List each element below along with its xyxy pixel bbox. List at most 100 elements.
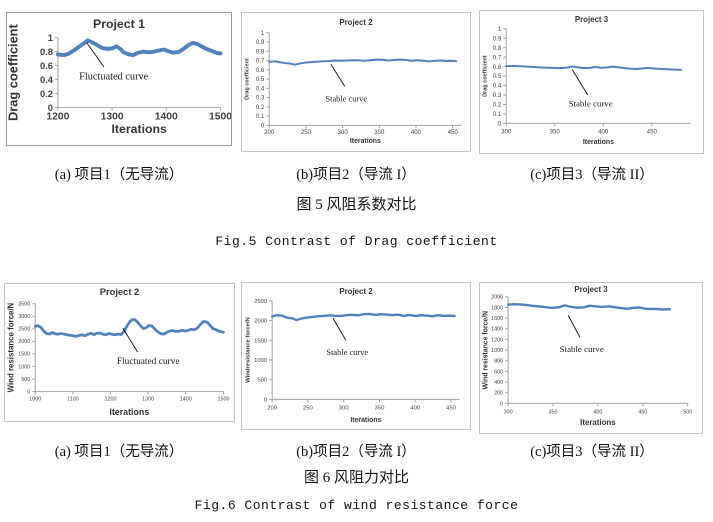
x-axis-title: Iterations <box>350 138 381 145</box>
x-tick-label: 300 <box>504 409 513 415</box>
y-tick-label: 0.7 <box>256 58 265 65</box>
chart-canvas: 0 0.2 0.4 0.6 0.8 1 1200 1300 1400 1500 Project 1 D… <box>7 17 231 136</box>
y-tick-label: 1800 <box>491 305 503 311</box>
y-tick-label: 1 <box>498 26 502 33</box>
chart-canvas: 0 0.1 0.2 0.3 0.4 0.5 0.6 0.7 0.8 0.9 1 200 250 300 35… <box>245 18 462 145</box>
y-tick-label: 0.8 <box>493 45 502 52</box>
chart-fig5-project1-drag: 0 0.2 0.4 0.6 0.8 1 1200 1300 1400 1500 Project 1 D… <box>6 12 232 146</box>
y-tick-label: 0.9 <box>493 35 502 42</box>
y-tick-label: 2000 <box>18 339 30 345</box>
y-tick-label: 400 <box>494 380 503 386</box>
y-tick-label: 0.4 <box>493 83 502 90</box>
chart-fig6-project2-force: 0 500 1000 1500 2000 2500 200 250 300 350 400 450 Pr… <box>241 282 471 430</box>
y-tick-label: 0.2 <box>40 89 53 99</box>
x-tick-label: 1400 <box>180 396 192 402</box>
figure5-caption-en: Fig.5 Contrast of Drag coefficient <box>215 234 498 249</box>
x-tick-label: 350 <box>375 405 386 411</box>
x-tick-label: 250 <box>303 405 314 411</box>
data-curve <box>506 303 671 311</box>
y-tick-label: 3500 <box>18 302 30 308</box>
x-tick-label: 1500 <box>217 396 229 402</box>
y-axis-title: Drag coefficient <box>482 55 488 97</box>
x-axis-title: Iterations <box>583 139 614 146</box>
chart-title: Project 3 <box>575 15 609 24</box>
y-tick-label: 1 <box>261 30 265 37</box>
x-tick-label: 300 <box>339 405 350 411</box>
x-axis-title: Iterations <box>109 407 149 417</box>
data-curve <box>505 64 682 71</box>
y-tick-label: 0.4 <box>40 75 54 85</box>
x-tick-label: 1200 <box>46 111 69 122</box>
x-tick-label: 350 <box>374 129 385 136</box>
y-tick-label: 0.1 <box>493 111 502 118</box>
data-curve <box>33 318 225 338</box>
x-tick-label: 1200 <box>105 396 117 402</box>
annotation-label: Fluctuated curve <box>79 72 149 83</box>
chart-title: Project 1 <box>93 17 145 31</box>
x-tick-label: 450 <box>638 409 647 415</box>
x-tick-label: 350 <box>548 409 557 415</box>
x-tick-label: 200 <box>264 129 275 136</box>
y-tick-label: 1500 <box>254 338 268 344</box>
chart-canvas: 0 500 1000 1500 2000 2500 3000 3500 1000 1100 1200… <box>7 287 230 417</box>
y-tick-label: 0.6 <box>493 64 502 71</box>
y-tick-label: 2000 <box>491 295 503 301</box>
x-tick-label: 1400 <box>155 111 178 122</box>
annotation-line <box>571 69 589 96</box>
x-tick-label: 1300 <box>142 396 154 402</box>
annotation-line <box>122 328 139 353</box>
y-tick-label: 0 <box>498 121 502 128</box>
x-tick-label: 400 <box>411 129 422 136</box>
y-tick-label: 0 <box>48 103 53 113</box>
y-tick-label: 500 <box>21 377 30 383</box>
y-tick-label: 0.6 <box>40 61 53 71</box>
y-axis-title: Wind resistance force/N <box>482 311 489 389</box>
y-tick-label: 0.2 <box>493 102 502 109</box>
annotation-label: Stable curve <box>326 348 368 357</box>
subcaption-fig6-c: (c)项目3（导流 II） <box>530 444 654 460</box>
y-tick-label: 1000 <box>491 348 503 354</box>
subcaption-fig5-c: (c)项目3（导流 II） <box>530 167 654 183</box>
x-tick-label: 300 <box>501 128 512 135</box>
x-tick-label: 300 <box>338 129 349 136</box>
chart-fig5-project2-drag: 0 0.1 0.2 0.3 0.4 0.5 0.6 0.7 0.8 0.9 1 200 250 300 35… <box>241 12 471 152</box>
x-axis-title: Iterations <box>580 418 616 427</box>
x-tick-label: 1100 <box>67 396 79 402</box>
y-tick-label: 2000 <box>254 319 268 325</box>
y-tick-label: 800 <box>494 359 503 365</box>
y-tick-label: 1500 <box>18 352 30 358</box>
y-tick-label: 600 <box>494 369 503 375</box>
chart-fig6-project1-force: 0 500 1000 1500 2000 2500 3000 3500 1000 1100 1200… <box>4 283 235 422</box>
chart-title: Project 2 <box>339 18 373 27</box>
x-tick-label: 1000 <box>29 396 41 402</box>
y-tick-label: 0.8 <box>40 47 53 57</box>
x-tick-label: 1500 <box>209 111 231 122</box>
y-tick-label: 1000 <box>18 364 30 370</box>
data-curve <box>270 312 456 322</box>
x-tick-label: 400 <box>593 409 602 415</box>
y-tick-label: 0.5 <box>493 73 502 80</box>
figure6-caption-zh: 图 6 风阻力对比 <box>303 470 409 486</box>
y-tick-label: 2500 <box>18 327 30 333</box>
y-tick-label: 0 <box>261 123 265 130</box>
annotation-label: Stable curve <box>326 94 368 103</box>
y-tick-label: 0.7 <box>493 54 502 61</box>
y-axis-title: Drag coefficient <box>7 24 21 121</box>
y-tick-label: 1400 <box>491 327 503 333</box>
x-tick-label: 200 <box>267 405 278 411</box>
y-tick-label: 1000 <box>254 358 268 364</box>
subcaption-fig5-b: (b)项目2（导流 I） <box>296 167 416 183</box>
x-tick-label: 450 <box>448 129 459 136</box>
figure6-caption-en: Fig.6 Contrast of wind resistance force <box>194 498 519 513</box>
x-tick-label: 350 <box>550 128 561 135</box>
y-tick-label: 1600 <box>491 316 503 322</box>
data-curve <box>268 58 458 66</box>
x-tick-label: 250 <box>301 129 312 136</box>
y-tick-label: 0.3 <box>493 92 502 99</box>
annotation-line <box>567 315 581 338</box>
chart-fig6-project3-force: 0 200 400 600 800 1000 1200 1400 1600 1800 2000 300… <box>479 282 703 434</box>
chart-canvas: 0 500 1000 1500 2000 2500 200 250 300 350 400 450 Pr… <box>245 287 460 424</box>
annotation-line <box>86 42 105 68</box>
y-tick-label: 0.1 <box>256 113 265 120</box>
